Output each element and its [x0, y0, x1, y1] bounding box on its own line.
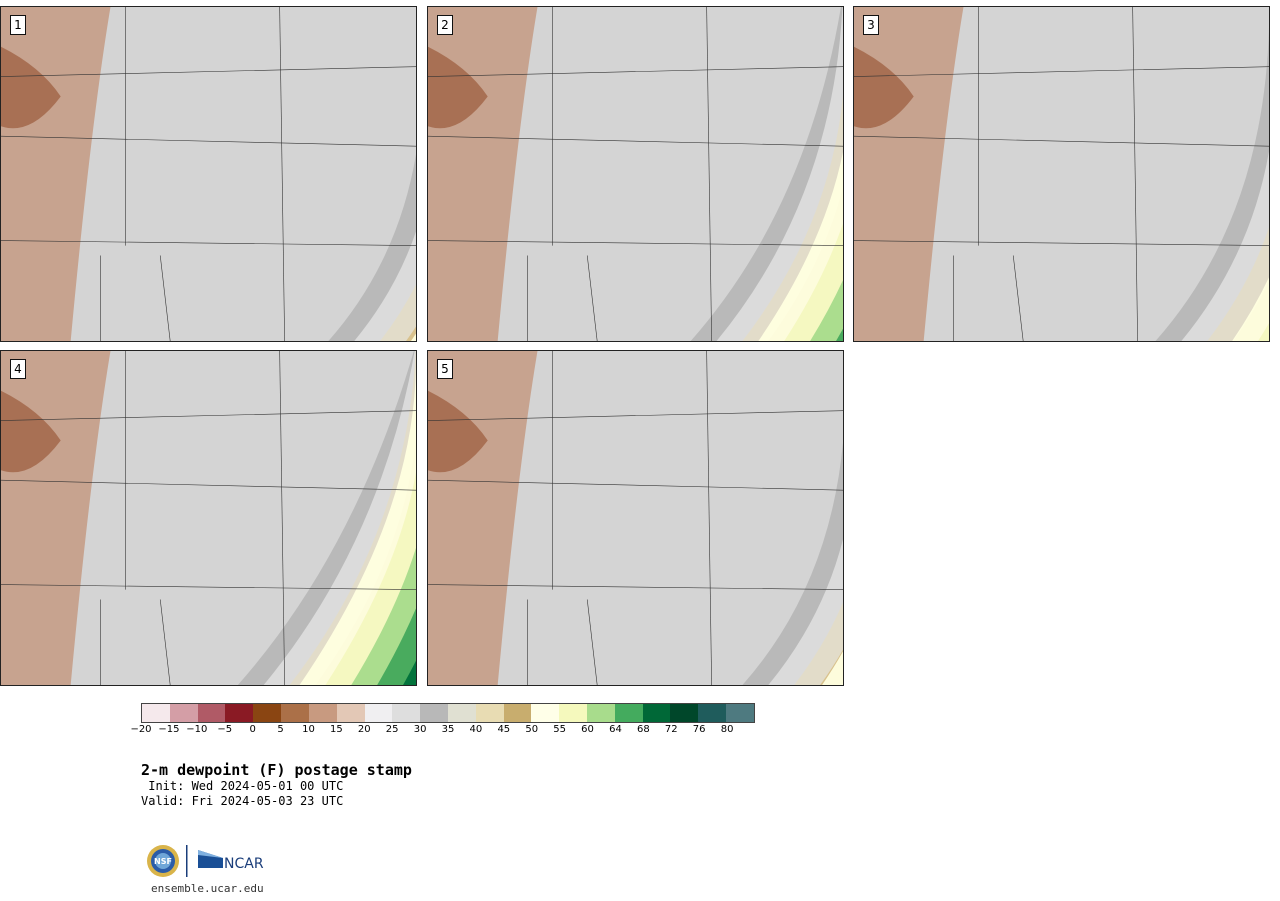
colorbar-swatch [447, 704, 476, 722]
colorbar-tick-label: 20 [357, 724, 371, 735]
panel-5: 5 [427, 350, 844, 686]
colorbar-tick-label: 15 [329, 724, 343, 735]
colorbar-tick-label: 0 [249, 724, 256, 735]
colorbar-swatch [614, 704, 643, 722]
colorbar-swatch [559, 704, 587, 722]
colorbar-swatch [503, 704, 532, 722]
colorbar-swatch [142, 704, 170, 722]
colorbar-tick-label: −5 [217, 724, 233, 735]
colorbar-swatch [587, 704, 615, 722]
colorbar-tick-label: 5 [277, 724, 284, 735]
colorbar-swatch [420, 704, 448, 722]
colorbar-tick-label: 55 [553, 724, 566, 735]
colorbar-tick-label: −10 [186, 724, 208, 735]
dewpoint-map [1, 7, 416, 341]
panel-3: 3 [853, 6, 1270, 342]
colorbar-tick-label: 64 [609, 724, 622, 735]
colorbar-tick-label: 35 [441, 724, 455, 735]
panel-1: 1 [0, 6, 417, 342]
colorbar-ticks: −20 −15 −10 −5 0 5 10 15 20 25 30 35 40 45 50 55 60 64 68 7… [130, 724, 755, 742]
colorbar-swatch [281, 704, 309, 722]
colorbar-swatch [336, 704, 365, 722]
panel-number: 4 [10, 359, 26, 379]
colorbar-swatch [392, 704, 421, 722]
dewpoint-map [428, 351, 843, 685]
site-url: ensemble.ucar.edu [151, 882, 264, 895]
panel-number: 1 [10, 15, 26, 35]
colorbar-tick-label: 10 [302, 724, 315, 735]
colorbar-tick-label: 72 [664, 724, 678, 735]
colorbar-swatch [531, 704, 560, 722]
colorbar-tick-label: 45 [497, 724, 511, 735]
dewpoint-map [854, 7, 1269, 341]
colorbar-swatch [726, 704, 754, 722]
colorbar-tick-label: 60 [581, 724, 594, 735]
colorbar [141, 703, 755, 723]
nsf-ncar-logo: NSF NCAR [147, 845, 264, 877]
valid-time: Valid: Fri 2024-05-03 23 UTC [141, 794, 344, 808]
panel-2: 2 [427, 6, 844, 342]
colorbar-swatch [225, 704, 254, 722]
colorbar-tick-label: 68 [636, 724, 650, 735]
colorbar-tick-label: 50 [525, 724, 539, 735]
colorbar-tick-label: 80 [720, 724, 734, 735]
nsf-text: NSF [154, 857, 172, 866]
colorbar-tick-label: −15 [158, 724, 180, 735]
colorbar-swatch [308, 704, 337, 722]
colorbar-swatch [475, 704, 504, 722]
panel-number: 2 [437, 15, 453, 35]
dewpoint-map [1, 351, 416, 685]
colorbar-swatch [670, 704, 699, 722]
panel-4: 4 [0, 350, 417, 686]
colorbar-swatch [698, 704, 727, 722]
dewpoint-map [428, 7, 843, 341]
colorbar-tick-label: −20 [130, 724, 152, 735]
colorbar-swatch [364, 704, 393, 722]
colorbar-swatch [253, 704, 282, 722]
colorbar-tick-label: 25 [385, 724, 399, 735]
panel-number: 5 [437, 359, 453, 379]
colorbar-swatch [197, 704, 226, 722]
ncar-text: NCAR [224, 856, 264, 872]
chart-title: 2-m dewpoint (F) postage stamp [141, 761, 412, 779]
panel-number: 3 [863, 15, 879, 35]
colorbar-tick-label: 30 [413, 724, 427, 735]
colorbar-tick-label: 40 [469, 724, 483, 735]
colorbar-tick-label: 76 [692, 724, 706, 735]
colorbar-swatch [169, 704, 198, 722]
colorbar-swatch [642, 704, 671, 722]
init-time: Init: Wed 2024-05-01 00 UTC [141, 779, 344, 793]
